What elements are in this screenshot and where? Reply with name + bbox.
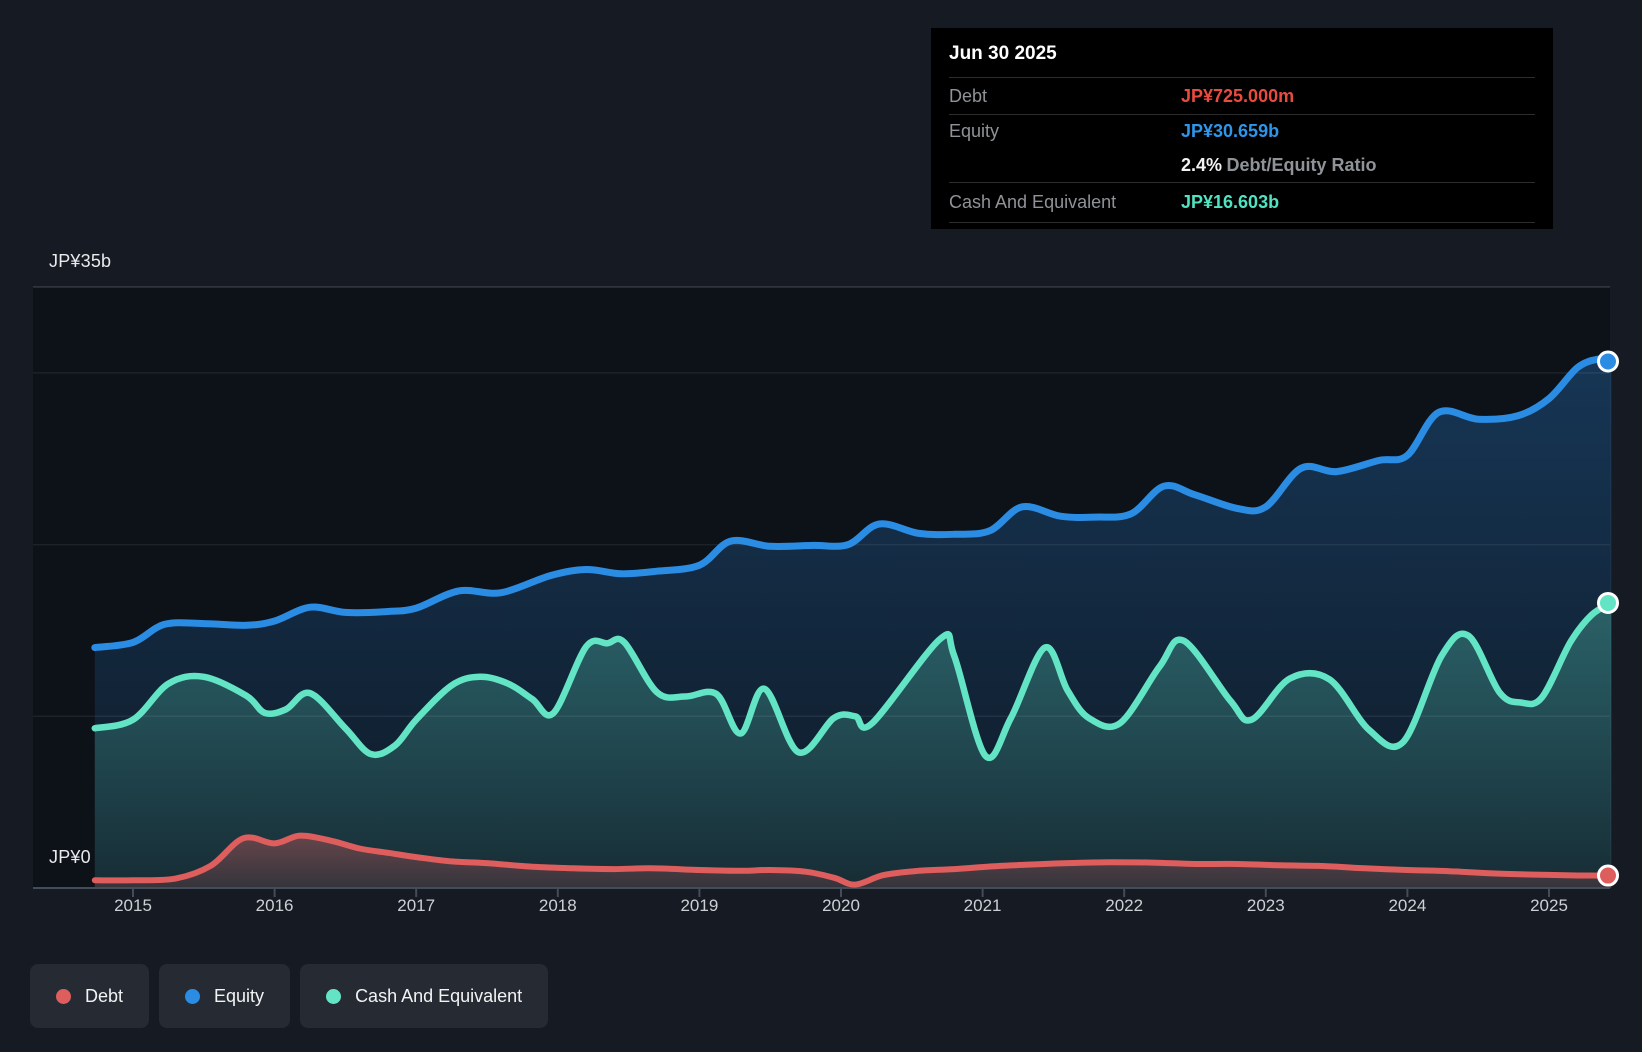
tooltip-row-ratio: 2.4% Debt/Equity Ratio bbox=[949, 148, 1535, 183]
legend-label: Equity bbox=[214, 985, 265, 1006]
series-line-cash-and-equivalent bbox=[91, 599, 1615, 762]
series-line-debt bbox=[91, 832, 1615, 888]
tooltip-row-cash: Cash And Equivalent JP¥16.603b bbox=[949, 183, 1535, 223]
tooltip-cash-label: Cash And Equivalent bbox=[949, 192, 1117, 212]
series-fill-debt bbox=[94, 835, 1612, 888]
x-axis-label-2025: 2025 bbox=[1530, 896, 1568, 915]
x-axis bbox=[33, 887, 1610, 897]
tooltip-debt-label: Debt bbox=[949, 85, 988, 106]
x-axis-label-2015: 2015 bbox=[114, 896, 152, 915]
y-axis-max-label: JP¥35b bbox=[49, 251, 112, 271]
tooltip-debt-value: JP¥725.000m bbox=[1181, 85, 1295, 106]
tooltip-row-equity: Equity JP¥30.659b bbox=[949, 115, 1535, 148]
x-axis-label-2019: 2019 bbox=[680, 896, 719, 915]
series-fills bbox=[94, 358, 1612, 888]
x-axis-label-2024: 2024 bbox=[1388, 896, 1427, 915]
legend-label: Debt bbox=[85, 985, 124, 1006]
x-axis-label-2017: 2017 bbox=[397, 896, 436, 915]
tooltip-equity-label: Equity bbox=[949, 121, 1000, 141]
legend-chip-equity[interactable]: Equity bbox=[159, 964, 291, 1028]
legend-dot-icon bbox=[185, 988, 201, 1004]
x-axis-label-2018: 2018 bbox=[538, 896, 577, 915]
series-end-dot-equity[interactable] bbox=[1597, 350, 1619, 373]
chart-tooltip: Jun 30 2025 Debt JP¥725.000m Equity JP¥3… bbox=[931, 28, 1553, 229]
y-axis-zero-label: JP¥0 bbox=[49, 847, 91, 867]
legend-chip-debt[interactable]: Debt bbox=[30, 964, 150, 1028]
series-end-dot-debt[interactable] bbox=[1597, 864, 1619, 887]
legend-chip-cash-and-equivalent[interactable]: Cash And Equivalent bbox=[300, 964, 549, 1028]
x-axis-label-2020: 2020 bbox=[822, 896, 860, 915]
x-axis-label-2016: 2016 bbox=[255, 896, 294, 915]
tooltip-ratio-value: 2.4% bbox=[1181, 154, 1223, 175]
tooltip-equity-value: JP¥30.659b bbox=[1181, 121, 1280, 141]
tooltip-date: Jun 30 2025 bbox=[949, 28, 1535, 78]
series-end-dot-cash-and-equivalent[interactable] bbox=[1597, 591, 1619, 614]
series-fill-cash-and-equivalent bbox=[94, 603, 1612, 888]
legend-dot-icon bbox=[326, 988, 342, 1004]
tooltip-row-debt: Debt JP¥725.000m bbox=[949, 78, 1535, 115]
chart-legend: Debt Equity Cash And Equivalent bbox=[30, 964, 549, 1028]
tooltip-ratio-label: Debt/Equity Ratio bbox=[1226, 154, 1377, 175]
x-axis-label-2021: 2021 bbox=[963, 896, 1002, 915]
legend-dot-icon bbox=[56, 988, 71, 1004]
gridlines bbox=[33, 286, 1610, 718]
series-end-dots bbox=[1597, 350, 1619, 887]
x-axis-label-2023: 2023 bbox=[1246, 896, 1285, 915]
series-line-equity bbox=[91, 355, 1615, 652]
x-axis-label-2022: 2022 bbox=[1105, 896, 1144, 915]
series-lines bbox=[91, 355, 1615, 888]
tooltip-cash-value: JP¥16.603b bbox=[1181, 192, 1280, 212]
legend-label: Cash And Equivalent bbox=[355, 985, 523, 1006]
